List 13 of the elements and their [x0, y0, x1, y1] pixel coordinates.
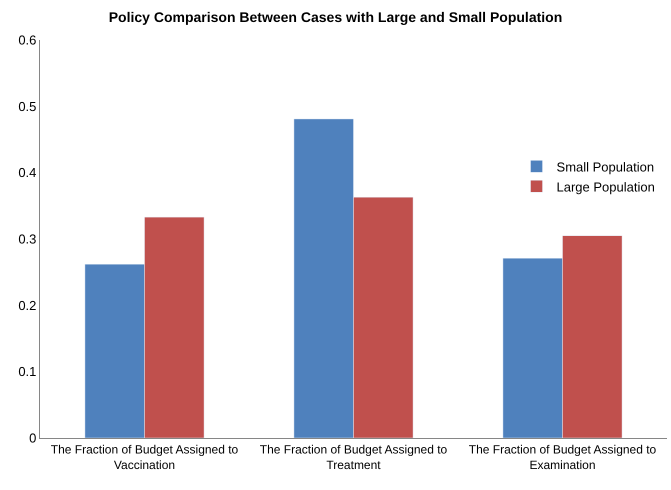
y-tick-label: 0: [29, 430, 36, 446]
y-tick-label: 0.5: [18, 98, 36, 114]
y-tick-label: 0.4: [18, 165, 36, 180]
y-tick-label: 0.6: [18, 32, 36, 48]
y-tick-label: 0.1: [18, 364, 36, 380]
x-tick-label: The Fraction of Budget Assigned to Vaccination: [50, 442, 239, 472]
y-tick-label: 0.2: [18, 298, 36, 313]
chart-title: Policy Comparison Between Cases with Large and Small Population: [108, 9, 562, 26]
y-tick-label: 0.3: [18, 232, 36, 247]
legend-label: Small Population: [556, 159, 654, 174]
x-tick-label: The Fraction of Budget Assigned to Treatment: [260, 442, 448, 472]
x-tick-label: The Fraction of Budget Assigned to Examination: [468, 442, 657, 472]
legend-label: Large Population: [556, 179, 655, 194]
